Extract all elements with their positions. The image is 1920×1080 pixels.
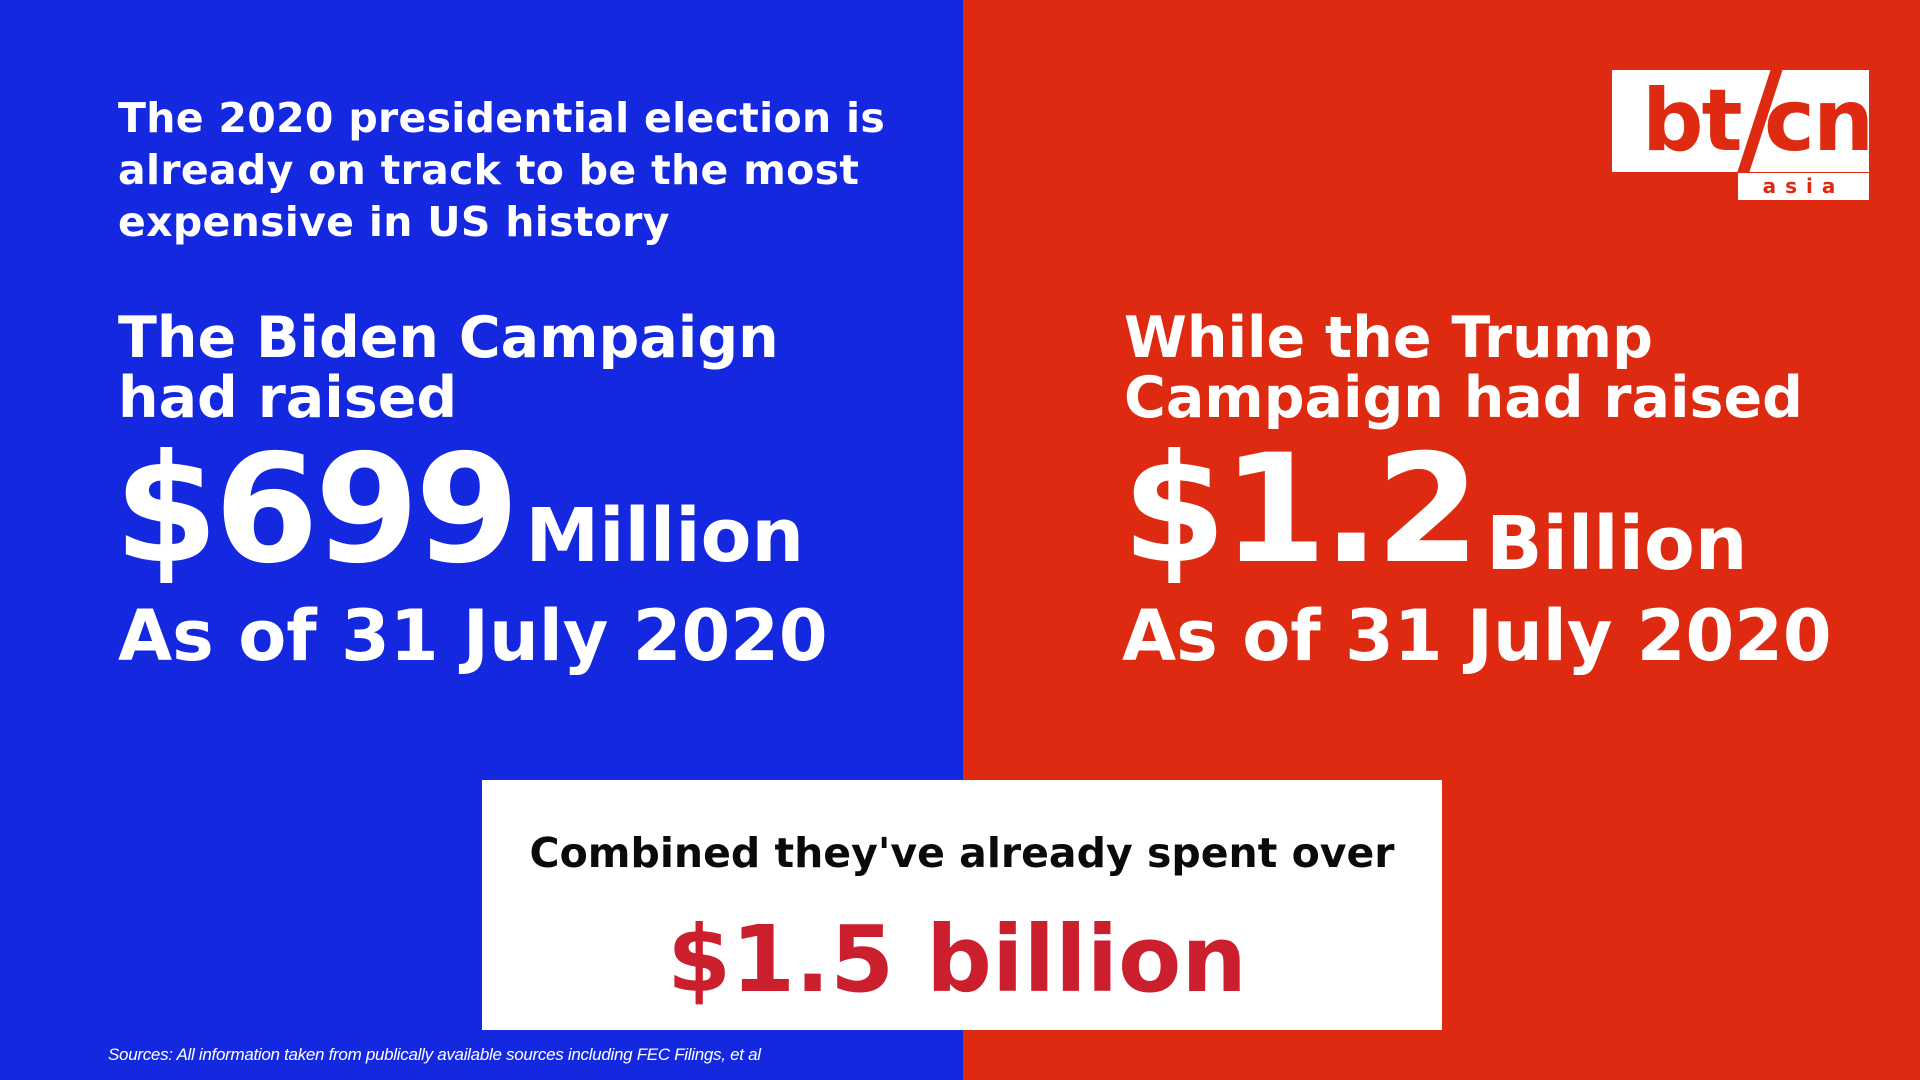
headline-line: The 2020 presidential election is bbox=[118, 94, 886, 142]
biden-amount-row: $699 Million bbox=[114, 435, 804, 585]
btcn-asia-logo: bt cn asia bbox=[1612, 62, 1874, 200]
combined-spending-text: Combined they've already spent over bbox=[529, 829, 1395, 877]
biden-amount-unit: Million bbox=[525, 493, 805, 579]
headline-line: already on track to be the most bbox=[118, 146, 860, 194]
trump-intro-line: Campaign had raised bbox=[1124, 365, 1803, 431]
biden-intro-line: The Biden Campaign bbox=[118, 305, 779, 371]
trump-amount-unit: Billion bbox=[1486, 501, 1748, 587]
sources-note: Sources: All information taken from publ… bbox=[108, 1045, 761, 1064]
logo-left-text: bt bbox=[1642, 71, 1743, 171]
biden-amount: $699 bbox=[114, 423, 519, 597]
logo-right-text: cn bbox=[1764, 71, 1874, 171]
combined-spending-amount: $1.5 billion bbox=[667, 906, 1247, 1013]
logo-background bbox=[1612, 70, 1869, 172]
headline: The 2020 presidential election is alread… bbox=[118, 92, 918, 248]
logo-sub-text: asia bbox=[1762, 174, 1845, 198]
biden-intro: The Biden Campaign had raised bbox=[118, 308, 779, 428]
combined-spending-box: Combined they've already spent over $1.5… bbox=[482, 780, 1442, 1030]
biden-as-of-date: As of 31 July 2020 bbox=[118, 595, 828, 677]
trump-amount-row: $1.2 Billion bbox=[1122, 435, 1748, 587]
trump-intro-line: While the Trump bbox=[1124, 305, 1653, 371]
trump-intro: While the Trump Campaign had raised bbox=[1124, 308, 1803, 428]
trump-as-of-date: As of 31 July 2020 bbox=[1122, 595, 1832, 677]
trump-amount: $1.2 bbox=[1122, 423, 1480, 597]
headline-line: expensive in US history bbox=[118, 198, 670, 246]
biden-intro-line: had raised bbox=[118, 365, 458, 431]
logo-sub-background bbox=[1738, 173, 1869, 200]
